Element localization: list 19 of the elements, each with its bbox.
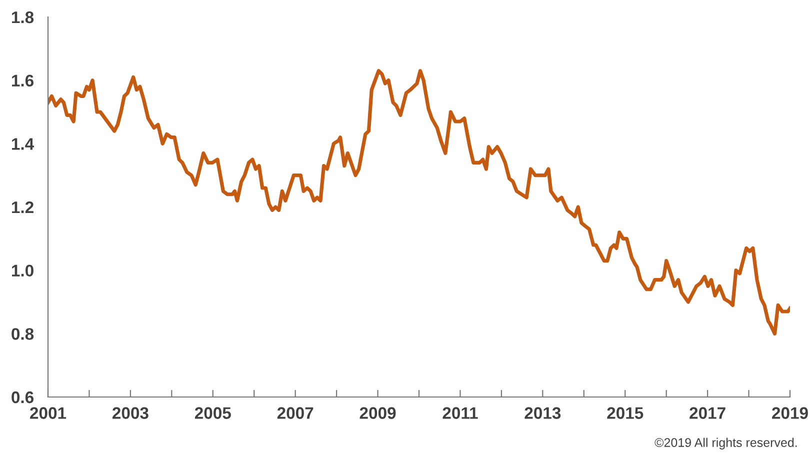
x-tick-label: 2011 (442, 407, 478, 419)
x-tick-label: 2017 (690, 407, 726, 419)
y-tick-label: 1.4 (12, 138, 34, 150)
x-tick-label: 2019 (772, 407, 808, 419)
x-tick-label: 2009 (360, 407, 396, 419)
y-tick-label: 1.0 (12, 264, 34, 277)
y-tick-label: 0.8 (12, 328, 34, 340)
x-tick-label: 2005 (194, 407, 231, 419)
line-series (48, 69, 790, 336)
y-tick-label: 1.8 (12, 11, 34, 24)
x-tick-label: 2015 (607, 407, 644, 419)
text: ©2019 All rights reserved. (654, 438, 797, 450)
x-tick-label: 2013 (524, 407, 561, 419)
x-tick-label: 2007 (277, 407, 314, 419)
y-tick-label: 1.2 (12, 201, 34, 214)
x-tick-label: 2003 (112, 407, 148, 419)
x-tick-label: 2001 (30, 407, 66, 419)
y-tick-label: 1.6 (12, 74, 34, 87)
y-tick-label: 0.6 (12, 391, 34, 404)
